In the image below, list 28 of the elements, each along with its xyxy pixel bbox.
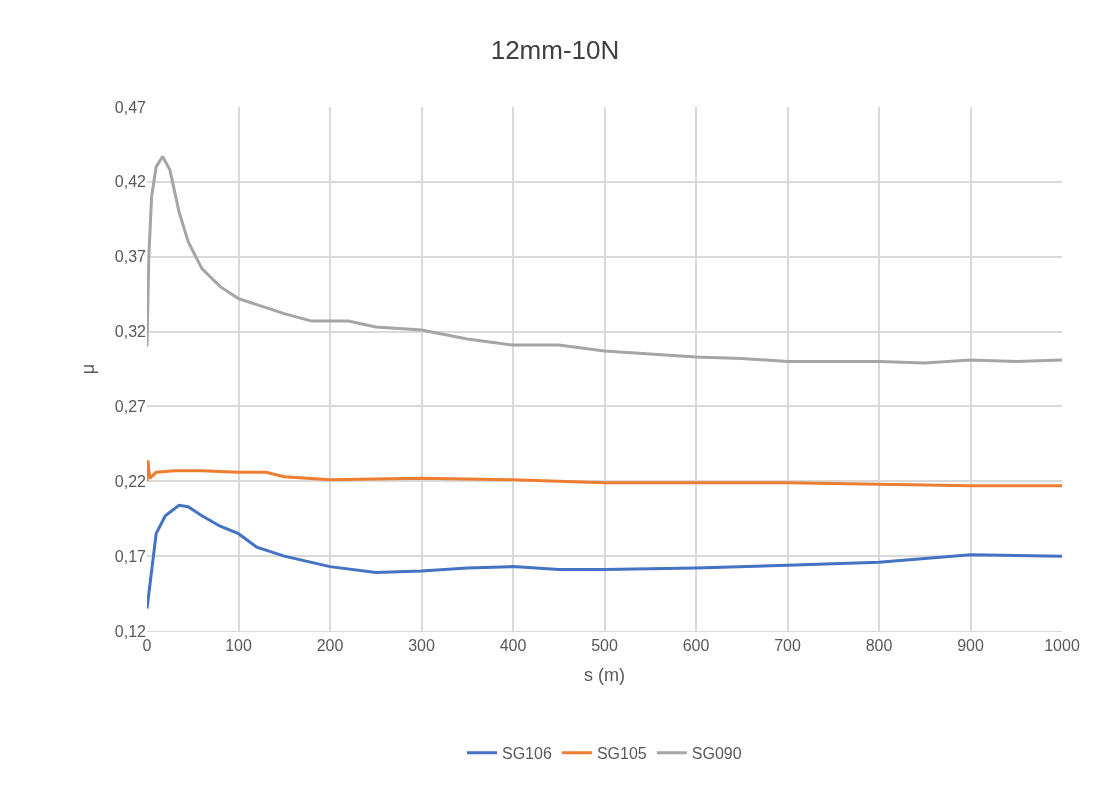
- legend-label: SG106: [502, 744, 552, 762]
- y-tick-label: 0,27: [114, 398, 147, 416]
- y-tick-label: 0,37: [114, 248, 147, 266]
- x-tick-label: 400: [499, 637, 527, 655]
- x-tick-label: 700: [774, 637, 801, 655]
- y-tick-label: 0,17: [114, 547, 147, 565]
- x-tick-label: 1000: [1044, 637, 1080, 655]
- legend-label: SG090: [691, 744, 742, 762]
- y-axis-title: μ: [78, 363, 99, 375]
- x-tick-label: 0: [142, 637, 152, 655]
- line-series: [147, 503, 1062, 611]
- y-tick-label: 0,42: [114, 173, 147, 191]
- x-tick-label: 800: [865, 637, 893, 655]
- y-tick-label: 0,47: [114, 98, 147, 116]
- line-series: [147, 154, 1062, 365]
- x-tick-label: 200: [316, 637, 344, 655]
- line-series: [147, 458, 1062, 488]
- x-axis-title: s (m): [584, 665, 625, 686]
- x-tick-label: 300: [408, 637, 435, 655]
- x-tick-label: 900: [957, 637, 984, 655]
- chart-title: 12mm-10N: [490, 34, 620, 65]
- y-tick-label: 0,32: [114, 323, 147, 341]
- x-tick-label: 600: [682, 637, 710, 655]
- x-tick-label: 500: [591, 637, 618, 655]
- legend-label: SG105: [596, 744, 647, 762]
- y-tick-label: 0,22: [114, 472, 147, 490]
- y-tick-label: 0,12: [114, 622, 147, 640]
- x-tick-label: 100: [225, 637, 252, 655]
